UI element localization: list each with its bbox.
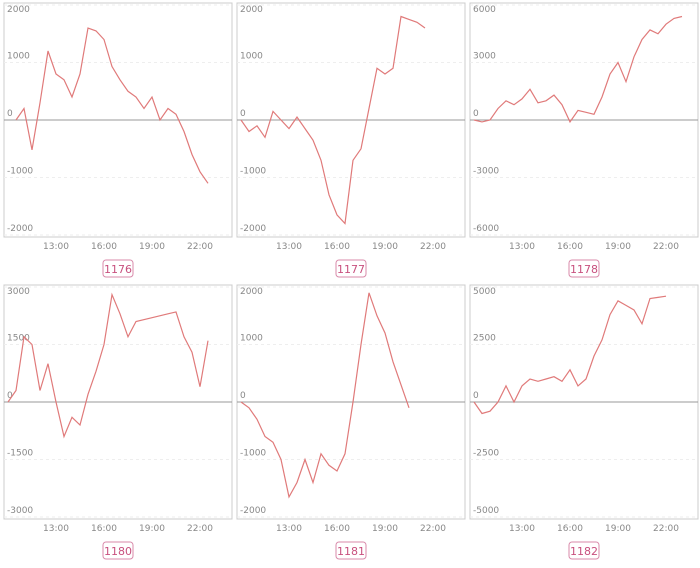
y-tick-label: 0 <box>473 391 479 401</box>
label-box <box>335 259 367 278</box>
chart-label-button[interactable]: 1181 <box>335 541 367 560</box>
x-tick-label: 19:00 <box>605 524 631 534</box>
x-tick-label: 19:00 <box>372 242 398 252</box>
y-tick-label: 1500 <box>7 334 30 344</box>
x-tick-label: 16:00 <box>324 524 350 534</box>
x-tick-label: 16:00 <box>557 242 583 252</box>
chart-title: 1178 <box>570 263 598 276</box>
line-series <box>473 295 667 415</box>
y-tick-label: 0 <box>240 391 246 401</box>
x-tick-label: 16:00 <box>324 242 350 252</box>
y-tick-label: 2000 <box>240 287 263 297</box>
chart-panel: -6000 -3000 0 3000 6000 13:00 16:00 19:00 22:00 1… <box>469 2 699 278</box>
y-tick-label: -6000 <box>473 224 499 234</box>
label-box <box>568 541 600 560</box>
chart-label-button[interactable]: 1178 <box>568 259 600 278</box>
x-tick-label: 22:00 <box>187 524 213 534</box>
y-tick-label: -2500 <box>473 449 499 459</box>
x-tick-label: 22:00 <box>653 524 679 534</box>
y-tick-label: -2000 <box>240 506 266 516</box>
chart-panel: -2000 -1000 0 1000 2000 13:00 16:00 19:00 22:00 1… <box>3 2 233 278</box>
y-tick-label: 2000 <box>7 5 30 15</box>
y-tick-label: 6000 <box>473 5 496 15</box>
x-tick-label: 16:00 <box>91 524 117 534</box>
y-tick-label: 1000 <box>240 334 263 344</box>
y-tick-label: 0 <box>7 391 13 401</box>
x-tick-label: 16:00 <box>91 242 117 252</box>
chart-panel: -3000 -1500 0 1500 3000 13:00 16:00 19:00 22:00 1… <box>3 284 233 560</box>
label-box <box>335 541 367 560</box>
y-tick-label: -1000 <box>240 449 266 459</box>
y-tick-label: -5000 <box>473 506 499 516</box>
x-tick-label: 16:00 <box>557 524 583 534</box>
y-tick-label: 0 <box>7 109 13 119</box>
y-tick-label: 3000 <box>473 52 496 62</box>
chart-panel: -2000 -1000 0 1000 2000 13:00 16:00 19:00 22:00 1… <box>236 284 466 560</box>
x-tick-label: 19:00 <box>372 524 398 534</box>
y-tick-label: 0 <box>473 109 479 119</box>
y-tick-label: 1000 <box>7 52 30 62</box>
line-series <box>240 292 410 499</box>
chart-panel: -2000 -1000 0 1000 2000 13:00 16:00 19:00 22:00 1… <box>236 2 466 278</box>
label-box <box>102 541 134 560</box>
x-tick-label: 19:00 <box>139 242 165 252</box>
chart-label-button[interactable]: 1177 <box>335 259 367 278</box>
chart-title: 1182 <box>570 545 598 558</box>
chart-panel: -5000 -2500 0 2500 5000 13:00 16:00 19:00 22:00 1… <box>469 284 699 560</box>
y-tick-label: 5000 <box>473 287 496 297</box>
label-box <box>102 259 134 278</box>
y-tick-label: -2000 <box>7 224 33 234</box>
y-tick-label: -2000 <box>240 224 266 234</box>
line-series <box>15 27 209 184</box>
x-tick-label: 22:00 <box>187 242 213 252</box>
x-tick-label: 19:00 <box>605 242 631 252</box>
y-tick-label: -1500 <box>7 449 33 459</box>
y-tick-label: -3000 <box>473 167 499 177</box>
y-tick-label: 2000 <box>240 5 263 15</box>
label-box <box>568 259 600 278</box>
x-tick-label: 13:00 <box>43 242 69 252</box>
chart-title: 1181 <box>337 545 365 558</box>
line-series <box>7 292 209 439</box>
y-tick-label: -3000 <box>7 506 33 516</box>
x-tick-label: 13:00 <box>509 524 535 534</box>
chart-title: 1180 <box>104 545 132 558</box>
y-tick-label: 0 <box>240 109 246 119</box>
y-tick-label: 2500 <box>473 334 496 344</box>
y-tick-label: 3000 <box>7 287 30 297</box>
x-tick-label: 13:00 <box>276 524 302 534</box>
x-tick-label: 22:00 <box>653 242 679 252</box>
chart-title: 1177 <box>337 263 365 276</box>
x-tick-label: 13:00 <box>276 242 302 252</box>
chart-label-button[interactable]: 1180 <box>102 541 134 560</box>
line-series <box>473 15 683 124</box>
x-tick-label: 22:00 <box>420 524 446 534</box>
x-tick-label: 13:00 <box>43 524 69 534</box>
x-tick-label: 19:00 <box>139 524 165 534</box>
line-series <box>240 15 426 225</box>
chart-label-button[interactable]: 1176 <box>102 259 134 278</box>
x-tick-label: 13:00 <box>509 242 535 252</box>
chart-title: 1176 <box>104 263 132 276</box>
x-tick-label: 22:00 <box>420 242 446 252</box>
y-tick-label: -1000 <box>240 167 266 177</box>
y-tick-label: 1000 <box>240 52 263 62</box>
chart-label-button[interactable]: 1182 <box>568 541 600 560</box>
y-tick-label: -1000 <box>7 167 33 177</box>
